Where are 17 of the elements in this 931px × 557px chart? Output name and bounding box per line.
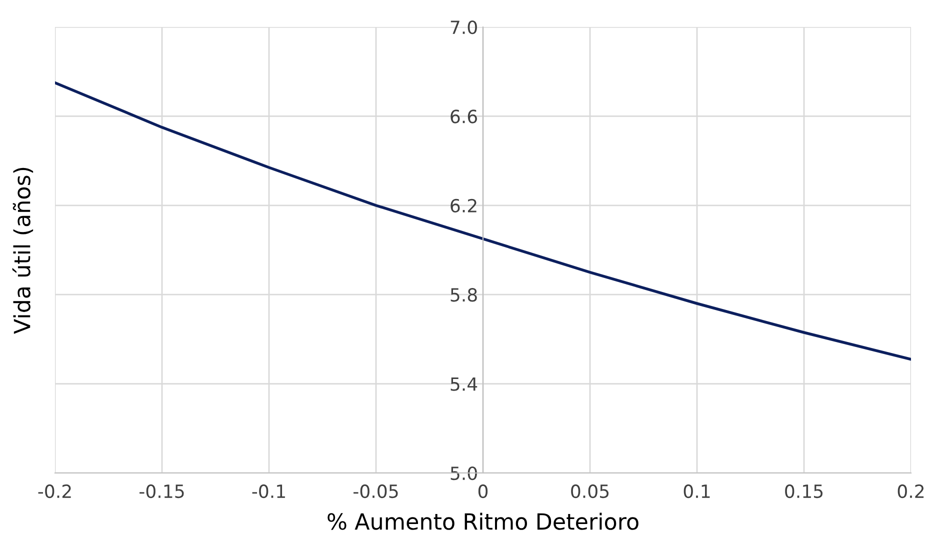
- line-series: [55, 81, 911, 361]
- x-tick-label: -0.2: [38, 484, 71, 498]
- y-axis-title: Vida útil (años): [12, 168, 34, 334]
- x-tick-label: 0.15: [785, 484, 823, 498]
- x-tick-label: 0.05: [571, 484, 609, 498]
- x-tick-label: -0.1: [252, 484, 285, 498]
- y-tick-label: 7.0: [450, 20, 477, 34]
- y-tick-label: 5.8: [450, 288, 477, 302]
- x-axis-title: % Aumento Ritmo Deterioro: [328, 512, 638, 530]
- x-tick-label: 0: [478, 484, 488, 498]
- y-tick-label: 5.4: [450, 377, 478, 391]
- y-tick-label: 6.2: [450, 198, 476, 213]
- x-tick-label: -0.15: [140, 484, 184, 498]
- y-tick-label: 6.6: [450, 110, 478, 124]
- x-tick-label: 0.1: [684, 484, 710, 498]
- x-tick-label: -0.05: [354, 484, 398, 498]
- x-tick-label: 0.2: [898, 484, 924, 498]
